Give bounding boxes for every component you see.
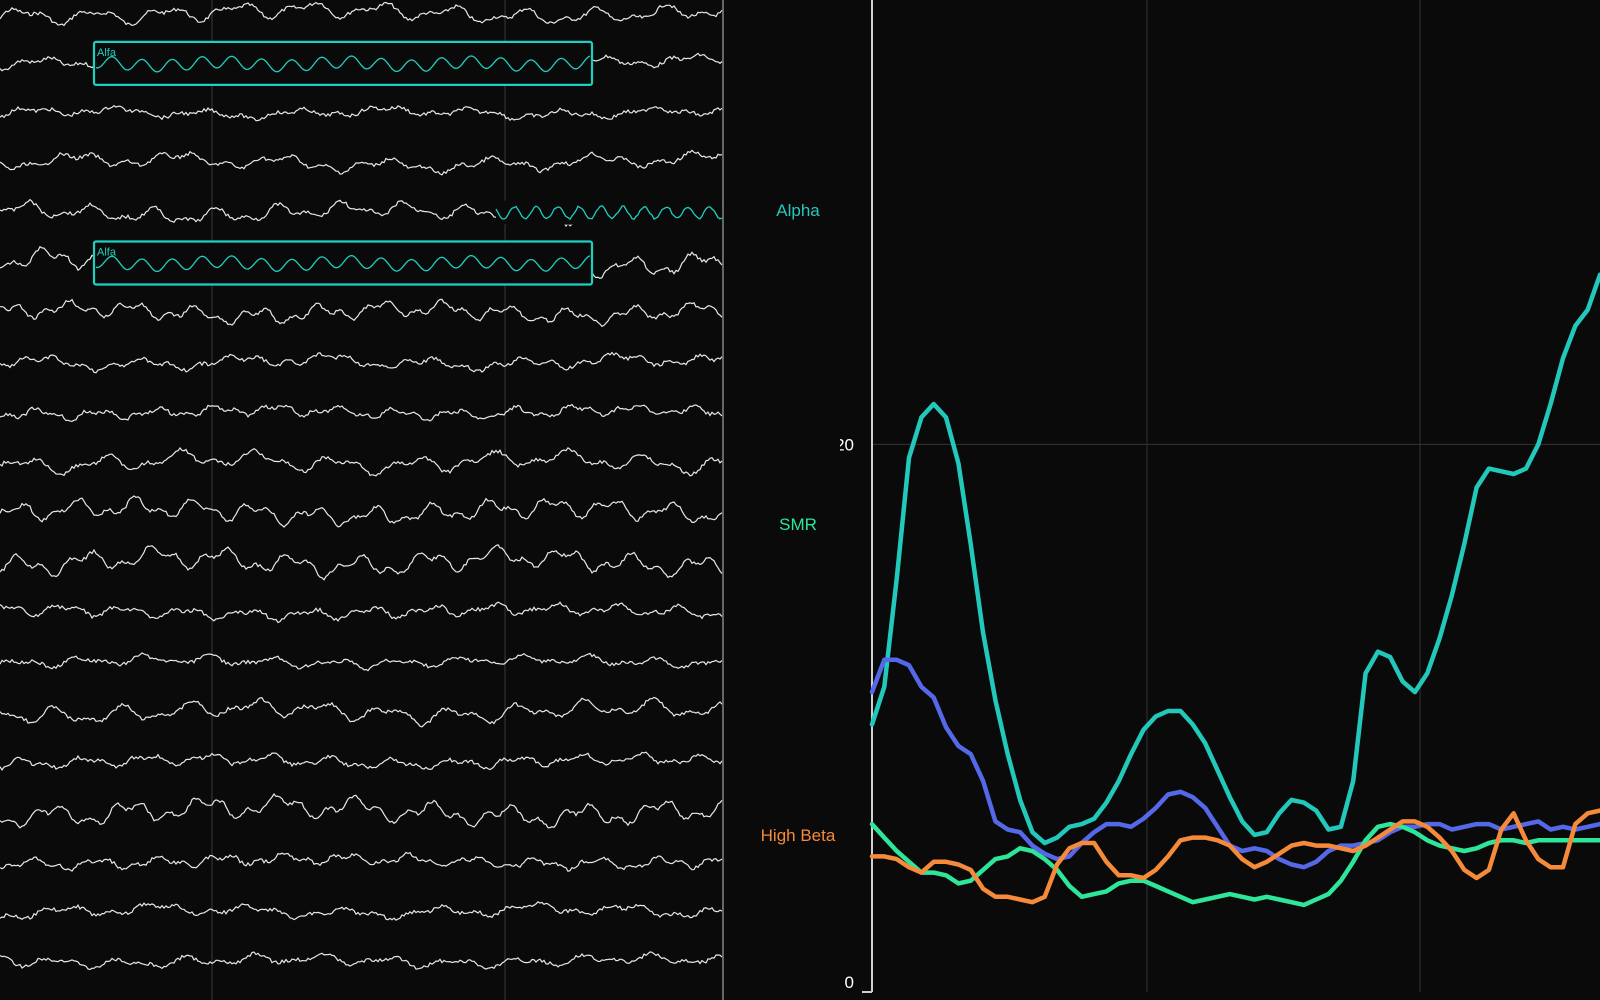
series-line-2 [869,821,1600,908]
eeg-trace-mask [496,200,722,225]
alpha-highlight-trace [495,205,723,221]
eeg-channel-trace [0,298,723,328]
eeg-channel-trace [0,601,723,624]
chart-series [869,272,1600,908]
annotation-trace [95,254,591,273]
eeg-channel-trace [0,351,723,374]
annotation-label: Alfa [97,47,117,59]
eeg-channel-trace [0,951,723,971]
y-tick-label: 0 [845,973,854,992]
eeg-channel-trace [0,104,723,122]
eeg-channel-trace [0,851,723,873]
alfa-annotation-box[interactable]: Alfa [92,240,594,286]
eeg-channel-trace [0,792,723,829]
eeg-channel-trace [0,446,723,477]
series-line-1 [869,657,1600,870]
alfa-annotation-box[interactable]: Alfa [92,40,594,87]
eeg-channel-trace [0,543,723,581]
y-tick-label: 20 [840,435,854,454]
y-axis: 0 20 [840,0,873,993]
eeg-channel-trace [0,696,723,728]
eeg-channel-trace [0,1,723,27]
band-label-high-beta: High Beta [760,826,836,845]
band-power-plot: 0 20 [840,0,1600,993]
band-label-alpha: Alpha [776,201,820,220]
eeg-trace-panel: Alfa Alfa [0,0,724,1000]
annotation-label: Alfa [97,247,117,259]
series-line-0 [869,272,1600,846]
eeg-channel-trace [0,495,723,528]
eeg-channel-trace [0,751,723,771]
band-power-chart: 0 20 [840,0,1600,1000]
eeg-channel-trace [0,149,723,176]
eeg-channel-trace [0,652,723,672]
eeg-channel-trace [0,403,723,423]
eeg-trace-canvas: Alfa Alfa [0,0,724,1000]
series-line-3 [869,808,1600,905]
annotation-trace [95,55,591,73]
band-labels: Alpha SMR High Beta [724,0,872,1000]
eeg-channel-trace [0,901,723,921]
band-label-smr: SMR [779,515,817,534]
